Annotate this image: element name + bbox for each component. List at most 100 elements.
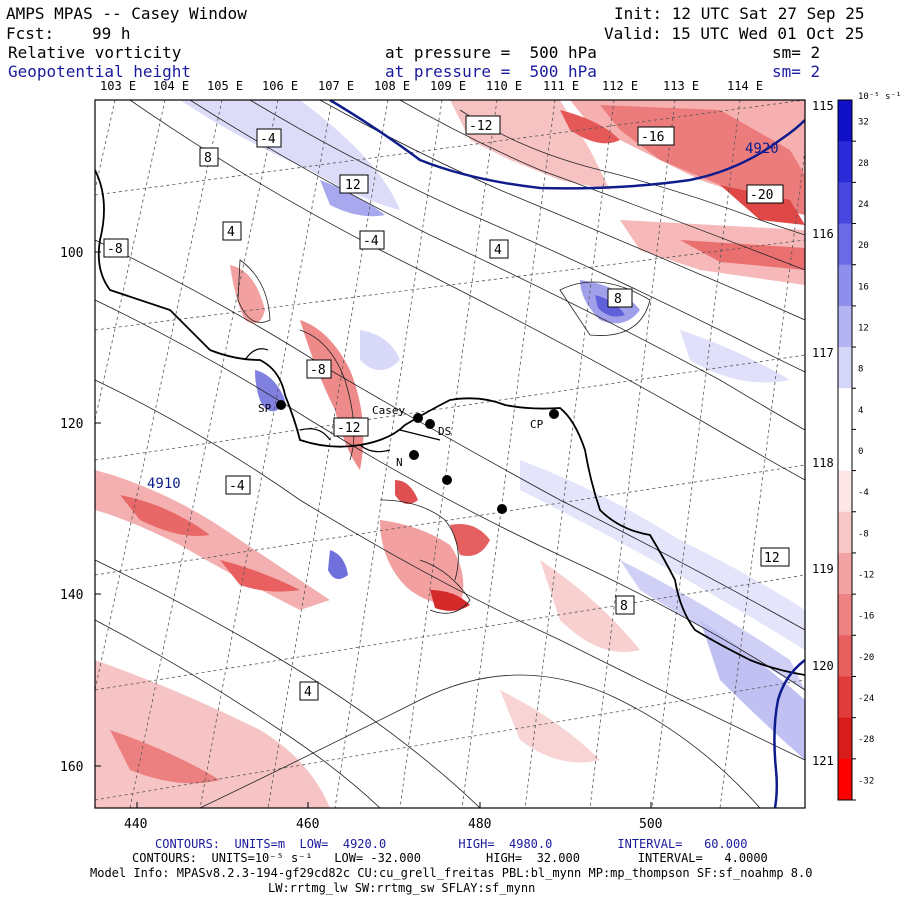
colorbar-tick-label: -28	[858, 735, 874, 745]
station-label: N	[396, 456, 403, 469]
svg-text:-4: -4	[229, 479, 245, 494]
y-axis-label: 100	[60, 246, 83, 261]
colorbar-tick-label: 24	[858, 200, 869, 210]
svg-text:4: 4	[304, 685, 312, 700]
contour-label: 12	[760, 547, 790, 567]
field1-smoothing: sm= 2	[772, 43, 821, 62]
model-info-radiation: LW:rrtmg_lw SW:rrtmg_sw SFLAY:sf_mynn	[268, 881, 536, 895]
contour-labels: -4 8 12 -12 -16 -20 -8 4 -4 8 12 -12 -8 …	[103, 115, 790, 701]
height-contour-4920	[329, 100, 805, 190]
colorbar-segment	[838, 347, 852, 389]
contour-label: 8	[607, 288, 633, 308]
forecast-label: Fcst:	[6, 24, 55, 43]
lon-label: 113 E	[663, 79, 700, 93]
field2-name: Geopotential height	[8, 62, 192, 81]
contour-label: 4	[299, 681, 319, 701]
field1-name: Relative vorticity	[8, 43, 182, 62]
colorbar-tick-label: -12	[858, 571, 874, 581]
colorbar-segment	[838, 223, 852, 266]
svg-text:8: 8	[204, 151, 212, 166]
lon-label: 114 E	[727, 79, 764, 93]
colorbar-units: 10⁻⁵ s⁻¹	[858, 92, 900, 102]
station-sp-marker[interactable]	[276, 400, 286, 410]
colorbar-segment	[838, 594, 852, 636]
height-contour-4980	[773, 659, 805, 808]
station-n-marker[interactable]	[409, 450, 419, 460]
contour-label: -12	[333, 417, 369, 437]
svg-text:-4: -4	[260, 132, 276, 147]
lon-label: 109 E	[430, 79, 467, 93]
svg-text:-4: -4	[363, 234, 379, 249]
colorbar-segment	[838, 100, 852, 142]
colorbar-tick-label: -24	[858, 694, 874, 704]
colorbar-segment	[838, 429, 852, 472]
svg-text:-8: -8	[107, 242, 123, 257]
contour-label: -8	[103, 238, 129, 258]
x-axis-label: 440	[124, 817, 147, 832]
station-ds-marker[interactable]	[425, 419, 435, 429]
colorbar-segment	[838, 470, 852, 513]
lon-label: 110 E	[486, 79, 523, 93]
station-casey-marker[interactable]	[413, 413, 423, 423]
station-markers[interactable]	[276, 400, 559, 514]
y-axis-label: 120	[60, 417, 83, 432]
station-label: DS	[438, 425, 451, 438]
map-background	[95, 100, 805, 808]
station-marker[interactable]	[442, 475, 452, 485]
station-cp-marker[interactable]	[549, 409, 559, 419]
colorbar-segment	[838, 635, 852, 677]
model-info: Model Info: MPASv8.2.3-194-gf29cd82c CU:…	[90, 866, 813, 880]
svg-text:-8: -8	[310, 363, 326, 378]
svg-text:-12: -12	[337, 421, 360, 436]
colorbar-tick-label: 0	[858, 447, 863, 457]
ice-edge	[244, 348, 441, 453]
colorbar-segment	[838, 141, 852, 183]
x-axis-label: 480	[468, 817, 491, 832]
valid-time: Valid: 15 UTC Wed 01 Oct 25	[604, 24, 865, 43]
colorbar-tick-label: -16	[858, 612, 874, 622]
colorbar-tick-label: -32	[858, 776, 874, 786]
map-frame	[94, 99, 806, 809]
contour-label: -4	[256, 128, 282, 148]
negative-vorticity-shading	[95, 100, 805, 808]
height-label: 4920	[745, 141, 779, 157]
colorbar-tick-label: 32	[858, 118, 869, 128]
colorbar-segment	[838, 676, 852, 719]
contour-label: 4	[222, 221, 242, 241]
contour-label: -20	[746, 184, 784, 204]
colorbar-tick-label: -4	[858, 488, 869, 498]
colorbar-segment	[838, 388, 852, 430]
station-marker[interactable]	[497, 504, 507, 514]
height-contour-info: CONTOURS: UNITS=m LOW= 4920.0 HIGH= 4980…	[155, 837, 748, 851]
axis-ticks	[95, 251, 652, 808]
lon-label: 104 E	[153, 79, 190, 93]
svg-text:8: 8	[614, 292, 622, 307]
svg-text:4: 4	[227, 225, 235, 240]
y-axis-label: 140	[60, 588, 83, 603]
colorbar-legend: 10⁻⁵ s⁻¹ 32 28 24 20 16 12 8 4 0 -4 -8 -12 -16 -20 -24…	[836, 92, 900, 812]
vorticity-contour-info: CONTOURS: UNITS=10⁻⁵ s⁻¹ LOW= -32.000 HI…	[132, 851, 768, 865]
field2-smoothing: sm= 2	[772, 62, 821, 81]
colorbar-tick-label: 8	[858, 365, 863, 375]
colorbar-frame	[837, 99, 853, 801]
svg-text:-16: -16	[641, 130, 664, 145]
colorbar-tick-label: 20	[858, 241, 869, 251]
colorbar-tick-label: 28	[858, 159, 869, 169]
lon-label: 107 E	[318, 79, 355, 93]
model-title: AMPS MPAS -- Casey Window	[6, 4, 247, 23]
contour-label: 8	[615, 595, 635, 615]
station-label: Casey	[372, 404, 405, 417]
colorbar-segment	[838, 182, 852, 225]
graticule	[95, 100, 805, 808]
colorbar-segment	[838, 264, 852, 307]
station-label: SP	[258, 402, 272, 415]
contour-label: -8	[306, 359, 332, 379]
coastline	[95, 169, 805, 676]
colorbar-tick-label: 12	[858, 323, 869, 333]
svg-text:8: 8	[620, 599, 628, 614]
init-time: Init: 12 UTC Sat 27 Sep 25	[614, 4, 865, 23]
vorticity-contours	[95, 100, 805, 808]
x-axis-label: 460	[296, 817, 319, 832]
lon-label: 108 E	[374, 79, 411, 93]
